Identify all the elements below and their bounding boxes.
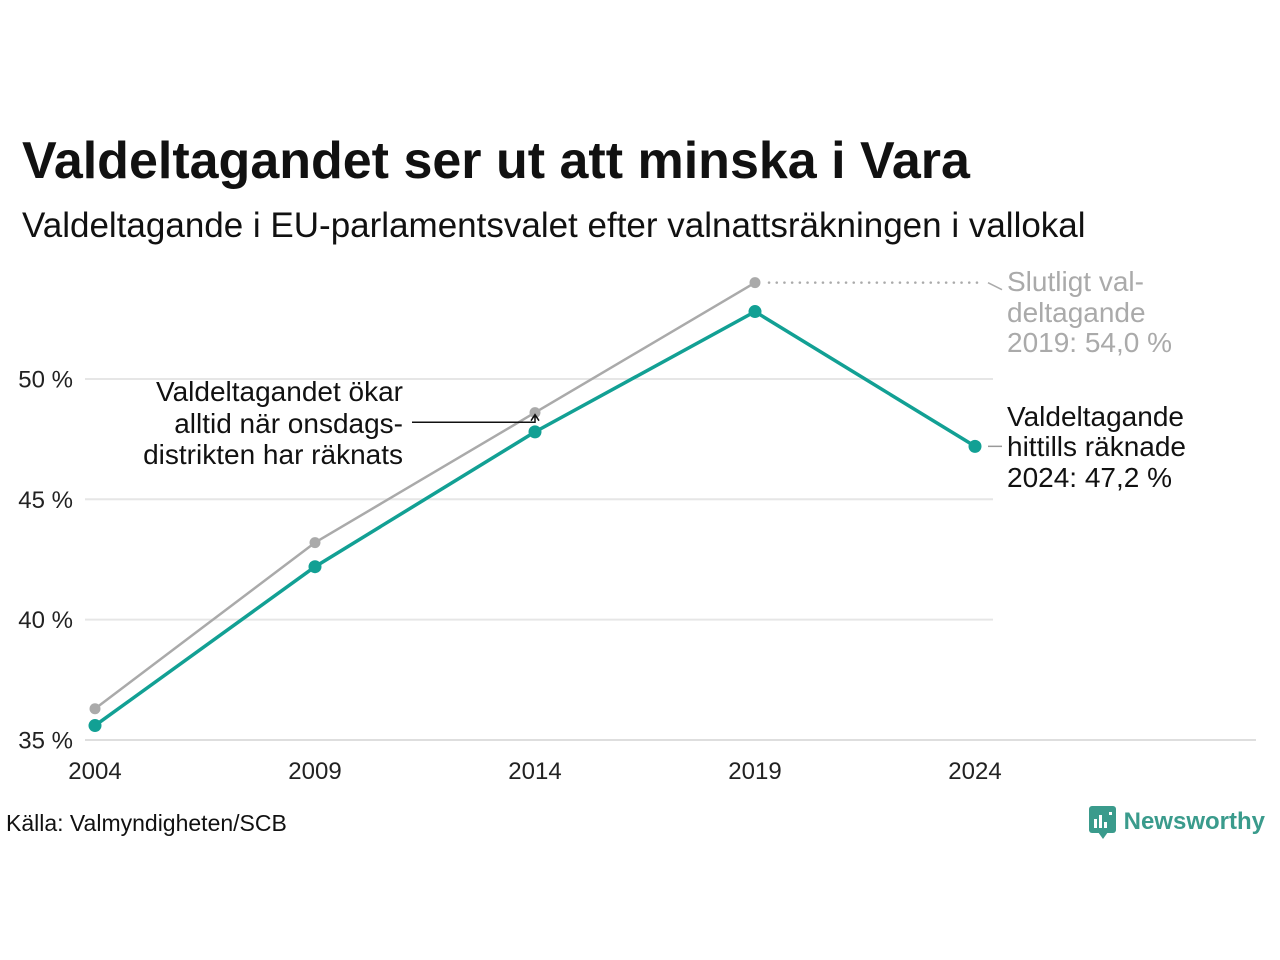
counted-turnout-label-line: Valdeltagande <box>1007 401 1184 432</box>
series-lines <box>93 281 977 728</box>
final-turnout-point <box>309 537 321 549</box>
counted-turnout-point <box>308 560 322 574</box>
final-turnout-label-line: 2019: 54,0 % <box>1007 327 1172 358</box>
annotations: Slutligt val- deltagande 2019: 54,0 % Va… <box>143 266 1186 493</box>
x-tick-label: 2019 <box>728 758 781 785</box>
final-turnout-leader-tick <box>987 281 1003 291</box>
chart-title: Valdeltagandet ser ut att minska i Vara <box>22 132 971 190</box>
counted-turnout-point <box>968 439 982 453</box>
source-note: Källa: Valmyndigheten/SCB <box>6 810 287 836</box>
final-turnout-line <box>93 281 757 710</box>
annotation-connectors <box>412 281 1003 448</box>
logo-bar <box>1094 819 1097 828</box>
note-label-line: alltid när onsdags- <box>174 408 403 439</box>
counted-turnout-point <box>528 425 542 439</box>
gridlines <box>85 377 1256 741</box>
note-arrow-line <box>412 415 536 424</box>
y-tick-label: 45 % <box>18 487 73 514</box>
note-arrow-head <box>530 413 540 422</box>
counted-turnout-point <box>748 305 762 319</box>
note-label-line: Valdeltagandet ökar <box>156 376 403 407</box>
logo-bar <box>1099 815 1102 828</box>
final-turnout-point <box>89 703 101 715</box>
series-points <box>88 277 982 733</box>
x-tick-label: 2014 <box>508 758 561 785</box>
x-tick-label: 2024 <box>948 758 1001 785</box>
final-turnout-label-line: deltagande <box>1007 297 1146 328</box>
chart-subtitle: Valdeltagande i EU-parlamentsvalet efter… <box>22 206 1086 245</box>
x-tick-label: 2004 <box>68 758 121 785</box>
logo-dot <box>1109 812 1112 815</box>
logo-tail <box>1098 832 1108 839</box>
newsworthy-logo-icon <box>1089 806 1116 839</box>
counted-turnout-point <box>88 719 102 733</box>
y-tick-label: 50 % <box>18 366 73 393</box>
note-label-line: distrikten har räknats <box>143 439 403 470</box>
axis-labels: 35 % 40 % 45 % 50 % 2004 2009 2014 2019 2024 <box>18 366 1001 785</box>
counted-turnout-line <box>93 309 977 728</box>
logo-bar <box>1104 822 1107 828</box>
logo-badge <box>1089 806 1116 833</box>
counted-turnout-label-line: 2024: 47,2 % <box>1007 462 1172 493</box>
x-tick-label: 2009 <box>288 758 341 785</box>
counted-turnout-label-line: hittills räknade <box>1007 431 1186 462</box>
final-turnout-label-line: Slutligt val- <box>1007 266 1144 297</box>
y-tick-label: 35 % <box>18 728 73 755</box>
final-turnout-point <box>529 407 541 419</box>
final-turnout-point <box>749 277 761 289</box>
y-tick-label: 40 % <box>18 607 73 634</box>
brand-name: Newsworthy <box>1124 808 1266 835</box>
